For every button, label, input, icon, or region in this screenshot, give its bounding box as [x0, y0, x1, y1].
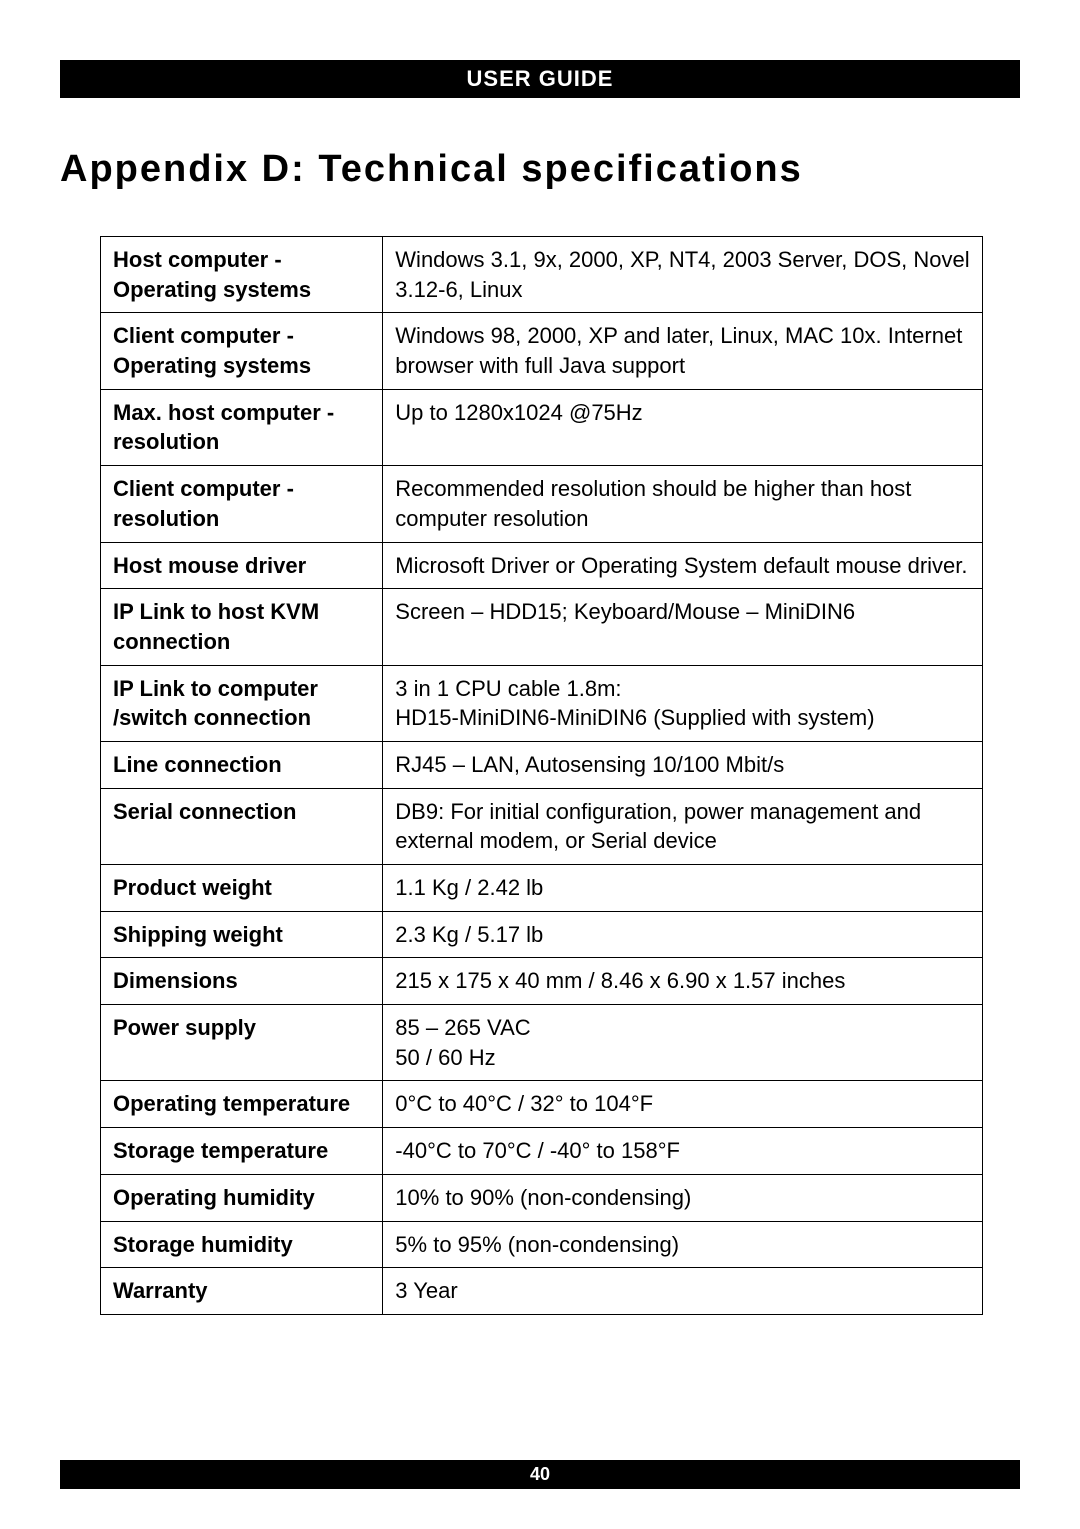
spec-label: Operating humidity — [101, 1174, 383, 1221]
table-row: Storage humidity5% to 95% (non-condensin… — [101, 1221, 983, 1268]
spec-table: Host computer - Operating systemsWindows… — [100, 236, 983, 1315]
spec-label: Client computer - resolution — [101, 466, 383, 542]
spec-label: Client computer - Operating systems — [101, 313, 383, 389]
spec-label: Warranty — [101, 1268, 383, 1315]
header-bar: USER GUIDE — [60, 60, 1020, 98]
table-row: Operating temperature 0°C to 40°C / 32° … — [101, 1081, 983, 1128]
spec-label: IP Link to computer /switch connection — [101, 665, 383, 741]
spec-label: Shipping weight — [101, 911, 383, 958]
spec-value: DB9: For initial configuration, power ma… — [383, 788, 983, 864]
spec-value: Microsoft Driver or Operating System def… — [383, 542, 983, 589]
spec-label: Power supply — [101, 1005, 383, 1081]
spec-label: Max. host computer - resolution — [101, 389, 383, 465]
spec-label: Serial connection — [101, 788, 383, 864]
table-row: IP Link to host KVM connectionScreen – H… — [101, 589, 983, 665]
header-text: USER GUIDE — [467, 66, 614, 91]
spec-value: Recommended resolution should be higher … — [383, 466, 983, 542]
spec-label: Host computer - Operating systems — [101, 237, 383, 313]
table-row: Warranty3 Year — [101, 1268, 983, 1315]
spec-label: Line connection — [101, 741, 383, 788]
table-row: Client computer - Operating systemsWindo… — [101, 313, 983, 389]
spec-value: 5% to 95% (non-condensing) — [383, 1221, 983, 1268]
table-row: Shipping weight2.3 Kg / 5.17 lb — [101, 911, 983, 958]
spec-value: 85 – 265 VAC 50 / 60 Hz — [383, 1005, 983, 1081]
table-row: Product weight1.1 Kg / 2.42 lb — [101, 865, 983, 912]
spec-value: 3 in 1 CPU cable 1.8m: HD15-MiniDIN6-Min… — [383, 665, 983, 741]
page: USER GUIDE Appendix D: Technical specifi… — [0, 0, 1080, 1529]
spec-value: Windows 98, 2000, XP and later, Linux, M… — [383, 313, 983, 389]
spec-label: Host mouse driver — [101, 542, 383, 589]
spec-value: 215 x 175 x 40 mm / 8.46 x 6.90 x 1.57 i… — [383, 958, 983, 1005]
spec-value: RJ45 – LAN, Autosensing 10/100 Mbit/s — [383, 741, 983, 788]
table-row: Client computer - resolutionRecommended … — [101, 466, 983, 542]
spec-value: Up to 1280x1024 @75Hz — [383, 389, 983, 465]
table-row: Dimensions215 x 175 x 40 mm / 8.46 x 6.9… — [101, 958, 983, 1005]
spec-value: 2.3 Kg / 5.17 lb — [383, 911, 983, 958]
table-row: Operating humidity10% to 90% (non-conden… — [101, 1174, 983, 1221]
spec-value: Windows 3.1, 9x, 2000, XP, NT4, 2003 Ser… — [383, 237, 983, 313]
table-row: Serial connectionDB9: For initial config… — [101, 788, 983, 864]
spec-label: Operating temperature — [101, 1081, 383, 1128]
table-row: Host mouse driverMicrosoft Driver or Ope… — [101, 542, 983, 589]
spec-label: Dimensions — [101, 958, 383, 1005]
table-row: Power supply85 – 265 VAC 50 / 60 Hz — [101, 1005, 983, 1081]
spec-value: 10% to 90% (non-condensing) — [383, 1174, 983, 1221]
spec-label: IP Link to host KVM connection — [101, 589, 383, 665]
spec-value: 1.1 Kg / 2.42 lb — [383, 865, 983, 912]
page-number: 40 — [530, 1464, 550, 1484]
table-row: Storage temperature-40°C to 70°C / -40° … — [101, 1128, 983, 1175]
spec-label: Storage temperature — [101, 1128, 383, 1175]
table-row: Line connectionRJ45 – LAN, Autosensing 1… — [101, 741, 983, 788]
spec-table-body: Host computer - Operating systemsWindows… — [101, 237, 983, 1315]
table-row: Max. host computer - resolutionUp to 128… — [101, 389, 983, 465]
footer-bar: 40 — [60, 1460, 1020, 1489]
spec-value: 3 Year — [383, 1268, 983, 1315]
spec-value: Screen – HDD15; Keyboard/Mouse – MiniDIN… — [383, 589, 983, 665]
spec-label: Storage humidity — [101, 1221, 383, 1268]
page-title: Appendix D: Technical specifications — [60, 148, 1020, 191]
table-row: Host computer - Operating systemsWindows… — [101, 237, 983, 313]
spec-value: 0°C to 40°C / 32° to 104°F — [383, 1081, 983, 1128]
table-row: IP Link to computer /switch connection3 … — [101, 665, 983, 741]
spec-value: -40°C to 70°C / -40° to 158°F — [383, 1128, 983, 1175]
spec-label: Product weight — [101, 865, 383, 912]
